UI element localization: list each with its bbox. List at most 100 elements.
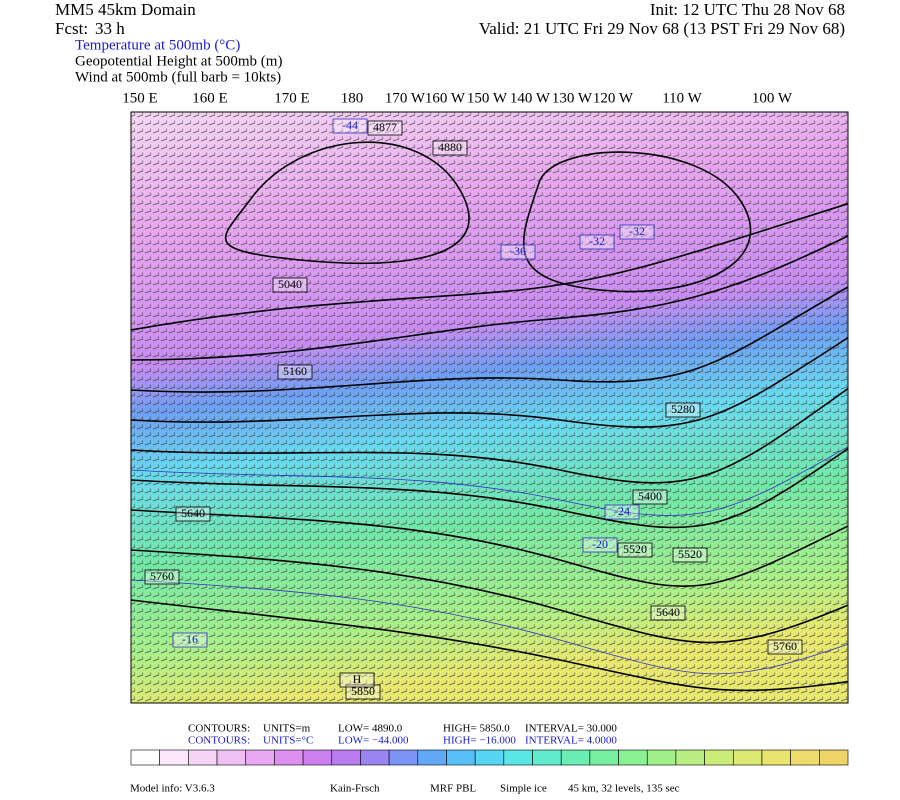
longitude-label: 170 W [385, 90, 426, 106]
longitude-label: 180 [341, 90, 364, 106]
map-label-box [144, 569, 180, 585]
map-label-box [332, 118, 368, 134]
map-label-box [345, 684, 381, 700]
model-info: MRF PBL [430, 783, 476, 795]
longitude-label: 170 E [274, 90, 309, 106]
contour-info: INTERVAL= 4.0000 [525, 735, 617, 747]
init-time: Init: 12 UTC Thu 28 Nov 68 [650, 0, 845, 19]
longitude-label: 160 E [192, 90, 227, 106]
color-swatch [761, 749, 791, 766]
field-height: Geopotential Height at 500mb (m) [75, 53, 282, 69]
model-info: Kain-Frsch [330, 783, 380, 795]
contour-info: CONTOURS: [188, 723, 250, 735]
map-label-box [582, 537, 618, 553]
map-label-box [665, 402, 701, 418]
longitude-label: 150 W [467, 90, 508, 106]
contour-info: LOW= −44.000 [338, 735, 409, 747]
wind-barbs [131, 112, 848, 703]
longitude-label: 120 W [593, 90, 634, 106]
color-swatch [130, 749, 160, 766]
color-swatch [388, 749, 419, 766]
map-label: 5040 [278, 277, 302, 291]
color-swatch [274, 749, 304, 766]
map-label: -16 [182, 632, 198, 646]
map-label-box [432, 140, 468, 156]
longitude-label: 110 W [662, 90, 702, 106]
color-swatch [819, 749, 849, 766]
color-swatch [188, 749, 218, 766]
color-swatch [675, 749, 705, 766]
map-label-box [619, 224, 655, 240]
map-label: 5760 [773, 639, 797, 653]
longitude-label: 130 W [552, 90, 593, 106]
color-swatch [704, 749, 734, 766]
color-swatch [474, 749, 505, 766]
map-label: 5160 [283, 364, 307, 378]
map-label-box [767, 639, 803, 655]
map-label-box [175, 506, 211, 522]
color-swatch [417, 749, 447, 766]
color-swatch [618, 749, 648, 766]
color-swatch [302, 749, 333, 766]
color-bar [130, 749, 849, 766]
model-info: 45 km, 32 levels, 135 sec [568, 783, 680, 795]
map-label-box [579, 234, 615, 250]
map-label: 5280 [671, 402, 695, 416]
color-swatch [331, 749, 361, 766]
map-label-box [604, 504, 640, 520]
color-swatch [446, 749, 476, 766]
map-label: -44 [342, 118, 358, 132]
map-label: 5640 [181, 506, 205, 520]
map-label-box [272, 277, 308, 293]
map-label: 5760 [150, 569, 174, 583]
longitude-label: 150 E [122, 90, 157, 106]
map-label: 4877 [373, 120, 397, 134]
map-label-box [367, 120, 403, 136]
forecast-label: Fcst: [55, 19, 88, 38]
map-label-box [277, 364, 313, 380]
contour-info: CONTOURS: [188, 735, 250, 747]
color-swatch [560, 749, 591, 766]
contour-info: UNITS=°C [263, 735, 313, 747]
map-label: 5640 [656, 605, 680, 619]
longitude-label: 160 W [425, 90, 466, 106]
temperature-contours [131, 446, 848, 675]
contour-info: UNITS=m [263, 723, 311, 735]
map-label: -32 [589, 234, 605, 248]
map-label-box [500, 244, 536, 260]
map-label-box [172, 632, 208, 648]
map-label: H [353, 672, 362, 686]
valid-time: Valid: 21 UTC Fri 29 Nov 68 (13 PST Fri … [479, 19, 845, 38]
forecast: 33 h [95, 19, 125, 38]
longitude-label: 140 W [510, 90, 551, 106]
map-label: 5520 [623, 542, 647, 556]
map [131, 112, 848, 703]
model-info: Model info: V3.6.3 [130, 783, 215, 795]
contour-info: HIGH= 5850.0 [443, 723, 510, 735]
domain: MM5 45km Domain [55, 0, 196, 19]
map-label: -36 [510, 244, 526, 258]
map-label: 5400 [638, 489, 662, 503]
map-label-box [339, 672, 375, 688]
map-label: 4880 [438, 140, 462, 154]
contour-info: LOW= 4890.0 [338, 723, 403, 735]
height-contours [131, 141, 848, 692]
contour-info: INTERVAL= 30.000 [525, 723, 617, 735]
map-label: 5520 [678, 547, 702, 561]
map-label-box [617, 542, 653, 558]
contour-info: HIGH= −16.000 [443, 735, 516, 747]
color-swatch [589, 749, 619, 766]
map-frame [130, 111, 849, 704]
map-label: -20 [592, 537, 608, 551]
map-label-box [632, 489, 668, 505]
map-label-box [672, 547, 708, 563]
longitude-label: 100 W [752, 90, 793, 106]
model-info: Simple ice [500, 783, 547, 795]
color-swatch [646, 749, 677, 766]
color-swatch [732, 749, 763, 766]
field-temperature: Temperature at 500mb (°C) [75, 37, 240, 53]
color-swatch [503, 749, 533, 766]
color-swatch [216, 749, 247, 766]
color-swatch [360, 749, 390, 766]
